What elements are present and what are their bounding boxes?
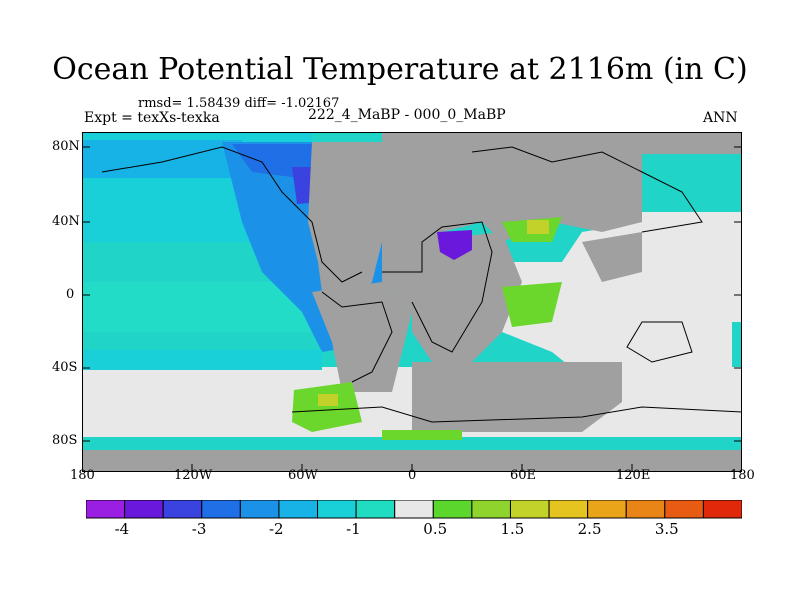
south-warm-strip: [382, 430, 462, 440]
y-label-0: 0: [66, 287, 75, 302]
colorbar-box: [355, 500, 396, 519]
map-panel: [82, 132, 742, 472]
colorbar-box: [625, 500, 666, 519]
colorbar-box: [201, 500, 241, 519]
y-label-40n: 40N: [52, 214, 80, 229]
colorbar-label: -2: [268, 520, 284, 538]
experiment-label: Expt = texXs-texka: [84, 110, 220, 126]
weddell-warmer: [318, 394, 338, 406]
land-arctic: [642, 132, 742, 154]
coastline: [101, 146, 742, 423]
indian-warm-patch: [502, 282, 562, 327]
colorbar-label: 0.5: [423, 520, 448, 538]
colorbar-box: [239, 500, 280, 519]
south-pacific-band: [82, 350, 322, 370]
y-label-40s: 40S: [52, 360, 78, 375]
colorbar-box: [471, 500, 511, 519]
mideast-warmer: [527, 220, 549, 234]
colorbar-box: [162, 500, 203, 519]
stats-text: rmsd= 1.58439 diff= -1.02167: [138, 96, 340, 111]
colorbar-box: [124, 500, 164, 519]
colorbar-box: [664, 500, 704, 519]
land-india: [582, 232, 642, 282]
coastline-eurasia: [471, 146, 703, 233]
colorbar-box: [432, 500, 473, 519]
colorbar-box: [86, 500, 126, 519]
colorbar-label: -3: [191, 520, 207, 538]
land-antarctica-block: [412, 362, 622, 432]
coastline-antarctica: [291, 406, 742, 423]
land-africa: [412, 232, 522, 362]
y-label-80n: 80N: [52, 139, 80, 154]
colorbar-label: 1.5: [500, 520, 525, 538]
coastline-north-america: [101, 146, 363, 283]
mediterranean-coldest: [437, 230, 472, 260]
colorbar-label: 3.5: [654, 520, 679, 538]
colorbar-box: [278, 500, 319, 519]
season-label: ANN: [703, 110, 738, 126]
x-label-0: 0: [408, 468, 417, 483]
land-antarctica-edge: [82, 450, 742, 472]
colorbar: [86, 500, 742, 519]
coastline-africa: [382, 221, 493, 353]
x-label-180e: 180: [730, 468, 755, 483]
plot-title: Ocean Potential Temperature at 2116m (in…: [52, 52, 748, 87]
land-south-america: [312, 282, 412, 392]
colorbar-box: [548, 500, 589, 519]
colorbar-box: [587, 500, 627, 519]
north-pacific-cold: [82, 140, 242, 178]
colorbar-box: [394, 500, 434, 519]
x-ticks: [82, 464, 742, 472]
coastline-south-america: [321, 291, 393, 383]
x-label-120e: 120E: [616, 468, 651, 483]
y-ticks: [82, 146, 742, 442]
x-label-180w: 180: [70, 468, 95, 483]
colorbar-label: -1: [346, 520, 361, 538]
weddell-warm: [292, 382, 362, 432]
x-label-60w: 60W: [288, 468, 318, 483]
coastline-australia: [626, 321, 693, 363]
nw-pacific: [642, 152, 742, 192]
x-label-60e: 60E: [510, 468, 537, 483]
colorbar-label: -4: [114, 520, 130, 538]
colorbar-label: 2.5: [577, 520, 602, 538]
x-label-120w: 120W: [174, 468, 213, 483]
colorbar-box: [702, 500, 742, 519]
difference-label: 222_4_MaBP - 000_0_MaBP: [308, 107, 506, 123]
colorbar-box: [317, 500, 357, 519]
y-label-80s: 80S: [52, 433, 78, 448]
west-pacific-neutral: [642, 212, 742, 322]
colorbar-box: [509, 500, 550, 519]
